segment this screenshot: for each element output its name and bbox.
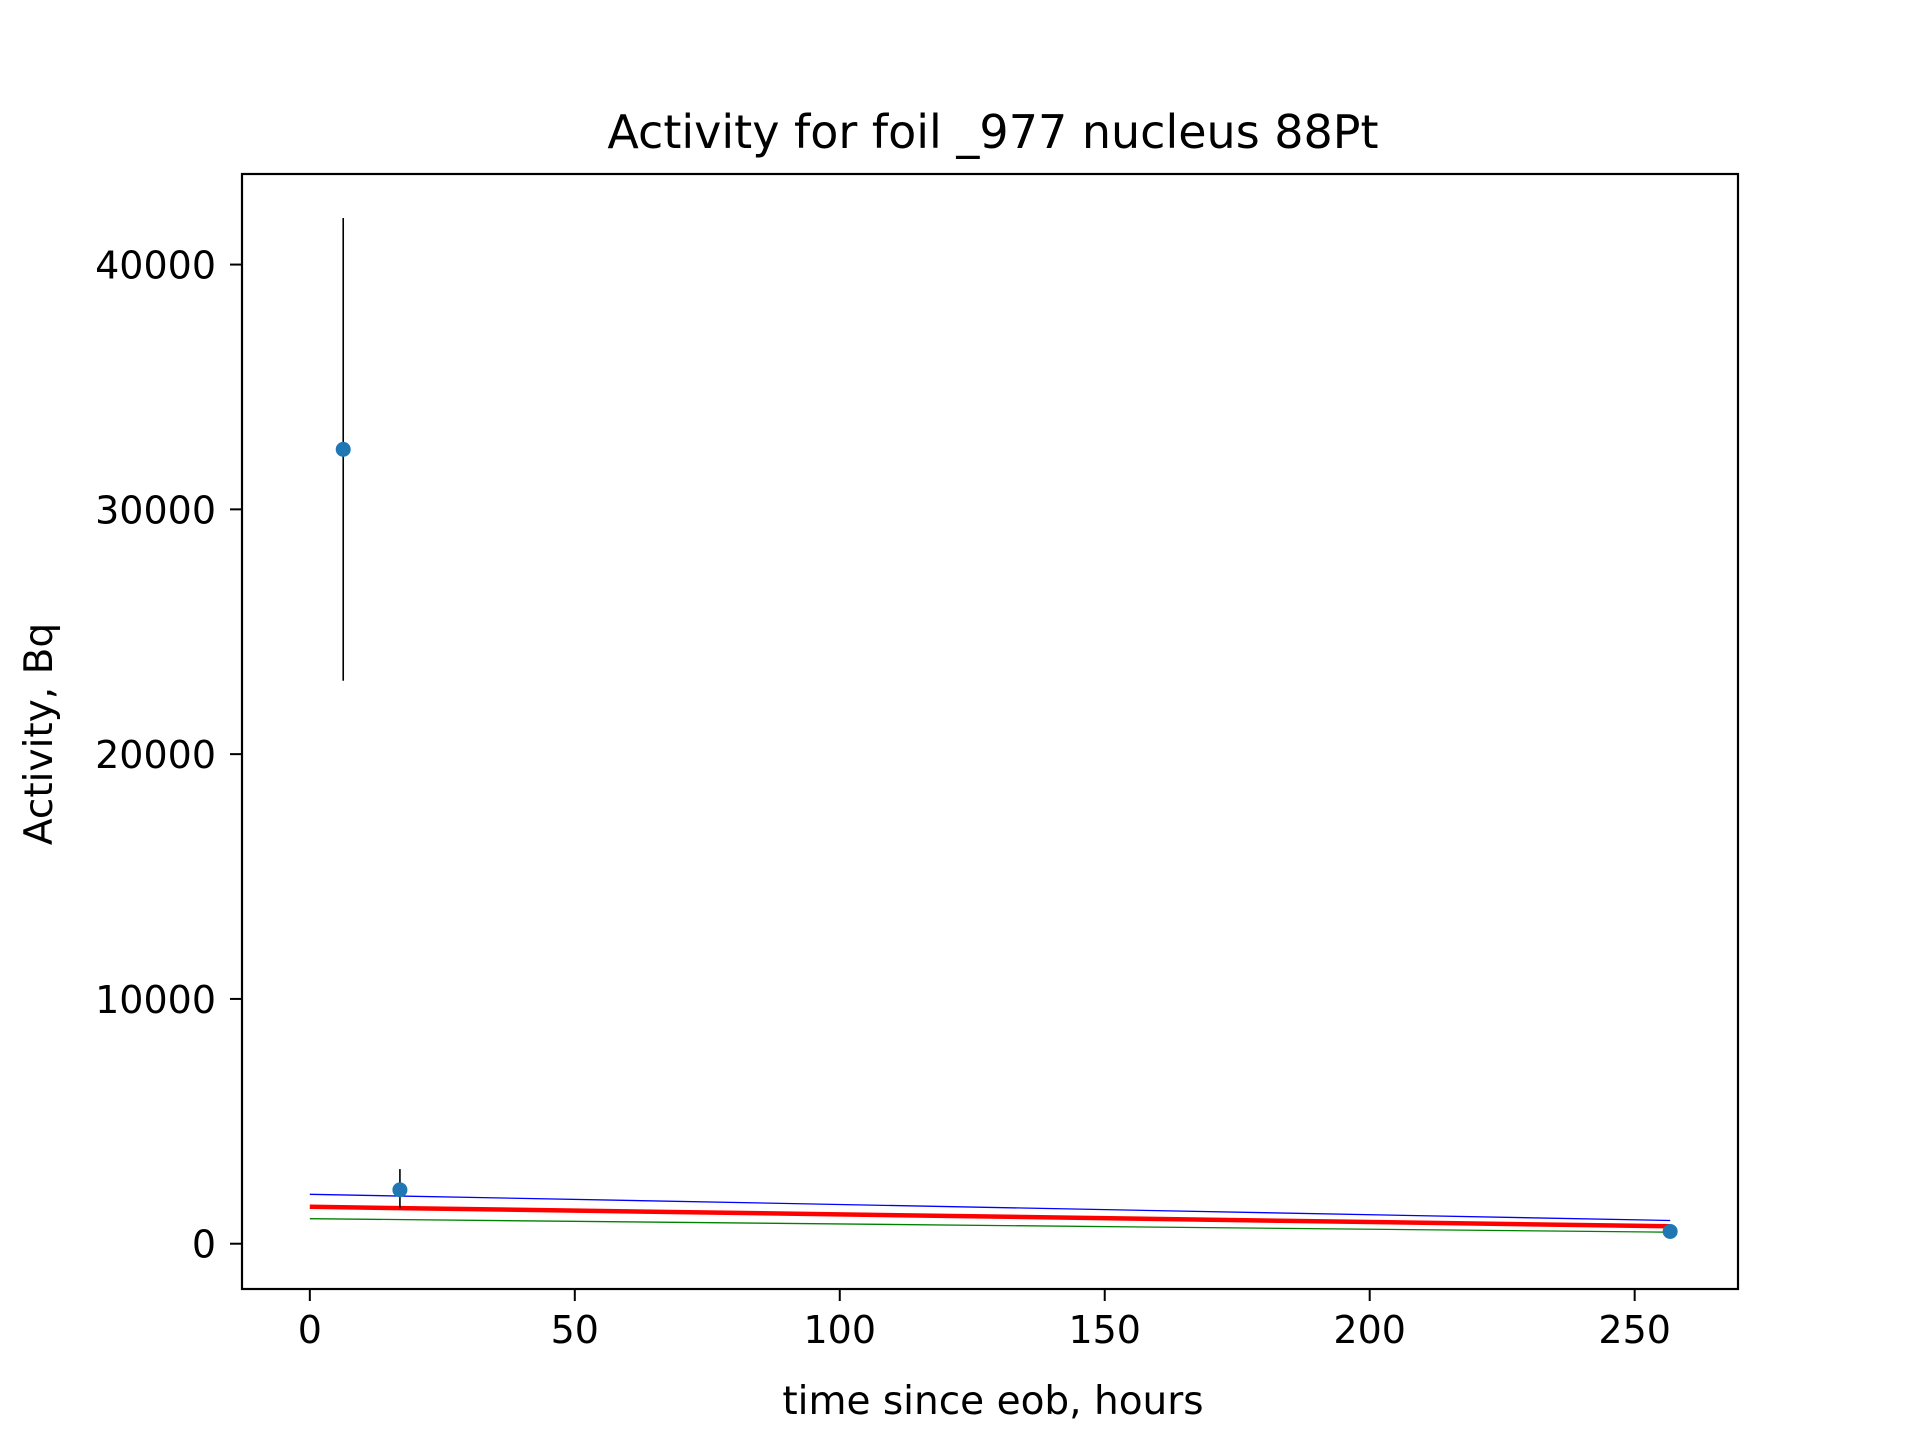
x-axis-label: time since eob, hours — [782, 1379, 1203, 1424]
axes-frame — [240, 172, 1740, 1291]
fit-curve-0000ff — [309, 1193, 1671, 1222]
data-point — [392, 1182, 408, 1198]
fit-curve-008000 — [309, 1218, 1671, 1233]
data-point — [335, 441, 351, 457]
x-tick-label: 150 — [1068, 1308, 1141, 1352]
chart-title: Activity for foil _977 nucleus 88Pt — [607, 105, 1378, 159]
y-axis-label: Activity, Bq — [17, 623, 62, 845]
x-tick-label: 0 — [298, 1308, 322, 1352]
y-tick-label: 0 — [192, 1223, 216, 1267]
y-tick-label: 20000 — [95, 733, 216, 777]
fit-curve-ff0000 — [309, 1204, 1671, 1229]
x-tick-label: 200 — [1333, 1308, 1406, 1352]
y-tick-label: 10000 — [95, 978, 216, 1022]
y-tick-label: 30000 — [95, 488, 216, 532]
x-tick-label: 100 — [803, 1308, 876, 1352]
x-tick-label: 50 — [551, 1308, 599, 1352]
x-tick-label: 250 — [1598, 1308, 1671, 1352]
data-point — [1662, 1223, 1678, 1239]
y-tick-label: 40000 — [95, 244, 216, 288]
plot-area: 0 50 100 150 200 250 0 10000 20000 30000 40000 — [95, 172, 1740, 1352]
